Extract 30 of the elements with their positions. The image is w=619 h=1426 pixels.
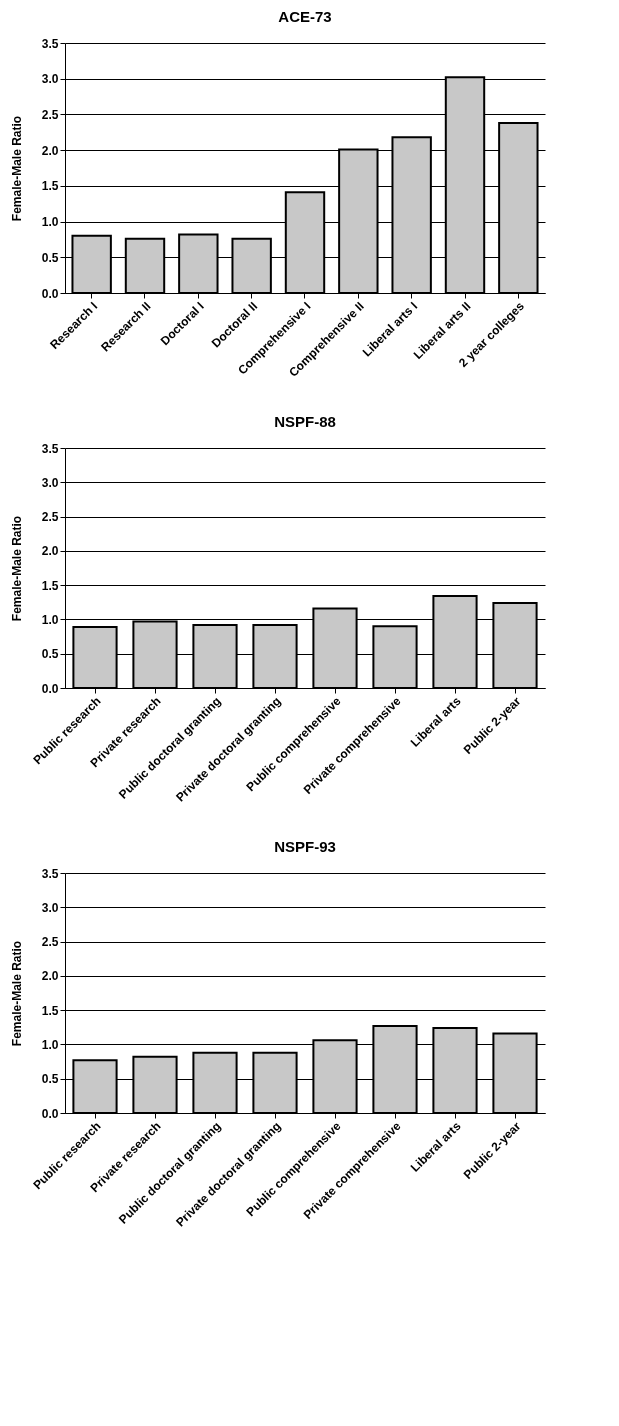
y-tick-label: 0.5 (41, 1072, 59, 1087)
y-tick-label: 0.0 (41, 286, 59, 301)
y-axis-title: Female-Male Ratio (9, 115, 24, 222)
y-tick-label: 2.0 (41, 143, 59, 158)
y-tick-label: 3.5 (41, 441, 59, 456)
y-tick-label: 1.5 (41, 1003, 59, 1018)
y-tick-label: 0.0 (41, 1106, 59, 1121)
y-tick-label: 3.0 (41, 900, 59, 915)
y-tick-label: 2.5 (41, 935, 59, 950)
y-tick-label: 0.5 (41, 647, 59, 662)
y-tick-label: 3.0 (41, 475, 59, 490)
y-tick-label: 2.0 (41, 544, 59, 559)
y-tick-label: 1.0 (41, 612, 59, 627)
y-tick-label: 0.5 (41, 250, 59, 265)
y-axis-title: Female-Male Ratio (9, 940, 24, 1047)
y-tick-label: 2.0 (41, 969, 59, 984)
y-axis-title: Female-Male Ratio (9, 515, 24, 622)
y-tick-label: 2.5 (41, 107, 59, 122)
y-tick-label: 1.0 (41, 215, 59, 230)
y-tick-label: 1.5 (41, 578, 59, 593)
y-tick-label: 3.5 (41, 36, 59, 51)
y-tick-label: 1.0 (41, 1037, 59, 1052)
y-tick-label: 0.0 (41, 681, 59, 696)
y-tick-label: 3.5 (41, 866, 59, 881)
chart-title: NSPF-93 (274, 838, 336, 855)
y-tick-label: 2.5 (41, 510, 59, 525)
chart-title: NSPF-88 (274, 413, 336, 430)
y-tick-label: 1.5 (41, 179, 59, 194)
y-tick-label: 3.0 (41, 72, 59, 87)
chart-title: ACE-73 (278, 8, 332, 25)
